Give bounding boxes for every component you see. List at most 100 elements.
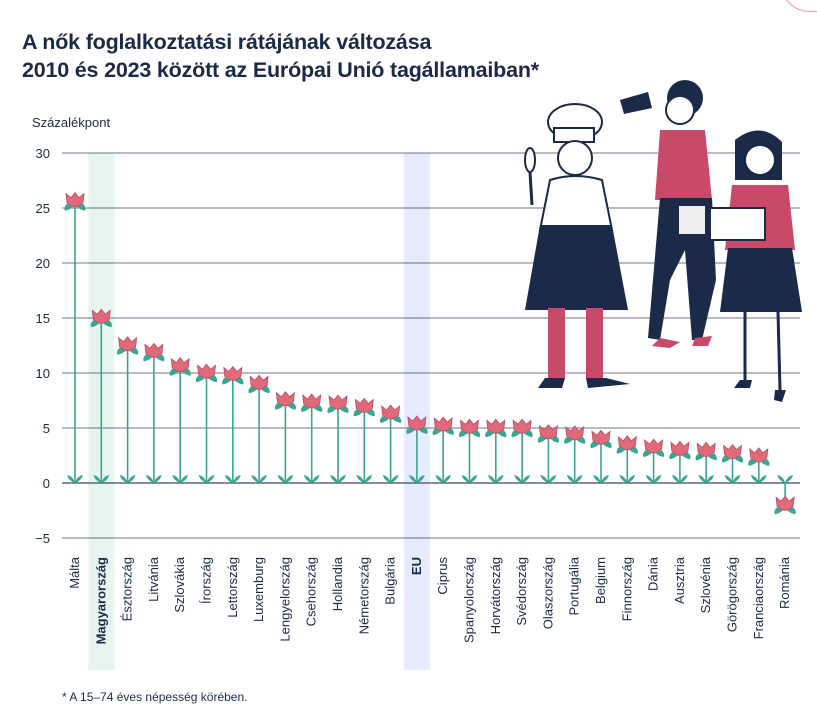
x-tick-label: Csehország <box>304 557 319 626</box>
data-mark-17 <box>511 418 533 483</box>
data-mark-3 <box>143 342 165 483</box>
x-tick-label: Románia <box>777 556 792 609</box>
sepal <box>379 416 402 423</box>
x-tick-label: Ausztria <box>672 556 687 604</box>
x-tick-label: Szlovénia <box>698 556 713 613</box>
sepal <box>669 452 691 460</box>
sepal <box>774 507 796 515</box>
sepal <box>195 375 218 383</box>
x-tick-label: Bulgária <box>383 556 398 604</box>
leaf <box>145 475 162 483</box>
data-mark-1 <box>90 308 112 483</box>
x-tick-label: Hollandia <box>330 556 345 611</box>
leaf <box>303 475 320 483</box>
leaf <box>277 475 294 483</box>
chart-title: A nők foglalkoztatási rátájának változás… <box>22 28 539 84</box>
hairdresser-icon <box>620 80 716 348</box>
chef-icon <box>524 103 630 388</box>
leaf <box>514 475 531 483</box>
leaf <box>172 475 189 483</box>
y-tick-label: −5 <box>35 531 50 546</box>
leaf <box>645 475 662 483</box>
x-tick-label: Észtország <box>120 557 135 621</box>
sepal <box>353 409 375 417</box>
leaf <box>382 475 399 483</box>
data-mark-13 <box>406 415 428 483</box>
leaf <box>435 475 452 483</box>
sepal <box>537 435 560 443</box>
leaf <box>93 475 110 483</box>
leaf <box>724 475 741 483</box>
leaf <box>698 475 715 483</box>
x-tick-label: Belgium <box>593 557 608 604</box>
data-mark-0 <box>64 192 86 483</box>
sepal <box>511 430 533 438</box>
x-tick-label: Luxemburg <box>251 557 266 622</box>
x-tick-label: Finnország <box>619 557 634 621</box>
x-tick-labels: Málta Magyarország Észtország Litvánia Szlov… <box>67 556 792 644</box>
title-line-2: 2010 és 2023 között az Európai Unió tagá… <box>22 58 539 82</box>
leaf <box>67 475 83 483</box>
sepal <box>64 203 86 211</box>
sepal <box>485 430 507 438</box>
leaf <box>251 475 268 483</box>
leaf <box>330 475 346 483</box>
leaf <box>540 475 557 483</box>
data-mark-7 <box>248 374 270 483</box>
leaf <box>224 475 241 483</box>
x-tick-label: Ciprus <box>435 557 450 595</box>
data-mark-19 <box>564 425 586 483</box>
sepal <box>695 453 717 461</box>
leaf <box>750 475 767 483</box>
sepal <box>590 441 612 449</box>
sepal <box>748 458 770 466</box>
data-mark-24 <box>695 441 717 483</box>
leaf <box>593 475 609 483</box>
data-mark-23 <box>669 440 691 483</box>
data-mark-9 <box>301 393 323 483</box>
data-mark-4 <box>169 357 191 483</box>
leaf <box>566 475 583 483</box>
y-axis-label: Százalékpont <box>32 115 111 130</box>
sepal <box>301 405 323 412</box>
sepal <box>616 446 638 454</box>
x-tick-label: Svédország <box>514 557 529 626</box>
x-tick-label: Portugália <box>567 556 582 615</box>
data-mark-12 <box>379 404 402 483</box>
data-mark-20 <box>590 429 612 483</box>
data-mark-26 <box>748 447 770 483</box>
data-mark-2 <box>116 336 139 483</box>
leaf <box>777 475 794 483</box>
sepal <box>143 354 165 362</box>
data-mark-27 <box>774 475 796 515</box>
data-mark-6 <box>222 365 244 483</box>
highlight-band-13 <box>403 153 430 670</box>
y-tick-label: 0 <box>43 476 50 491</box>
data-mark-21 <box>616 435 638 483</box>
data-mark-5 <box>195 363 218 483</box>
bar-chart: −5 0 5 10 15 20 25 30 Málta Magyarország Észtorsz… <box>35 146 800 670</box>
x-tick-label: Írország <box>199 557 214 604</box>
sepal <box>458 430 481 438</box>
x-tick-label: Lengyelország <box>277 557 292 642</box>
sepal <box>274 402 297 410</box>
data-mark-14 <box>432 416 454 483</box>
sepal <box>642 450 665 458</box>
women-workers-illustration <box>524 80 802 402</box>
x-tick-label: Horvátország <box>488 557 503 634</box>
x-tick-label: Dánia <box>646 556 661 591</box>
x-tick-label: Magyarország <box>93 557 108 644</box>
x-tick-label: Szlovákia <box>172 556 187 612</box>
sepal <box>116 347 139 355</box>
sepal <box>248 386 270 394</box>
data-mark-11 <box>353 397 375 483</box>
x-tick-label: Lettország <box>225 557 240 618</box>
sepal <box>327 406 349 414</box>
y-tick-label: 20 <box>36 256 50 271</box>
y-tick-label: 30 <box>36 146 50 161</box>
x-tick-label: Litvánia <box>146 556 161 602</box>
data-mark-15 <box>458 418 481 483</box>
data-mark-8 <box>274 391 297 483</box>
x-tick-label: Olaszország <box>540 557 555 629</box>
